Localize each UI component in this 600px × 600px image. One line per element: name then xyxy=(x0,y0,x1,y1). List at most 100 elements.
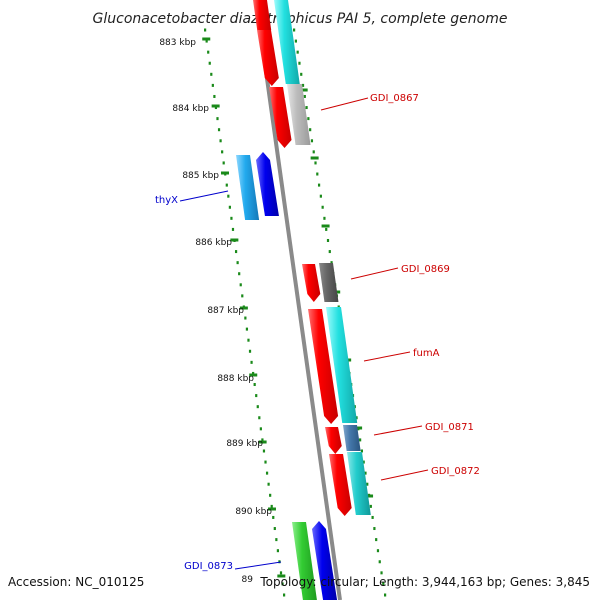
tick-dot xyxy=(222,161,225,165)
tick-dot xyxy=(247,338,250,342)
tick-dot xyxy=(355,416,358,420)
tick-dot xyxy=(230,216,233,220)
tick-dot xyxy=(310,139,314,143)
tick-dot xyxy=(328,250,331,254)
tick-dot xyxy=(330,261,333,265)
tick-dot xyxy=(305,106,308,110)
tick-dot xyxy=(205,39,208,43)
tick-dot xyxy=(256,405,259,409)
tick-dot xyxy=(214,106,218,110)
gene-arrow-gray xyxy=(287,84,311,145)
gene-arrow-red xyxy=(329,454,352,516)
gene-label[interactable]: fumA xyxy=(413,348,440,359)
tick-dot xyxy=(384,593,387,597)
tick-dot xyxy=(219,139,222,143)
tick-dot xyxy=(273,527,276,531)
tick-major xyxy=(354,426,363,430)
tick-dot xyxy=(323,216,326,220)
tick-dot xyxy=(326,238,330,242)
gene-arrow-green xyxy=(292,522,317,600)
tick-dot xyxy=(236,261,239,265)
tick-major xyxy=(258,440,267,444)
gene-label[interactable]: GDI_0873 xyxy=(184,561,233,572)
tick-dot xyxy=(211,83,214,87)
tick-dot xyxy=(301,83,305,87)
gene-label[interactable]: GDI_0871 xyxy=(425,422,474,433)
tick-dot xyxy=(231,227,235,231)
tick-dot xyxy=(375,538,378,542)
tick-dot xyxy=(325,227,328,231)
tick-dot xyxy=(207,50,210,54)
tick-dot xyxy=(279,571,283,575)
scale-labels: 883 kbp 884 kbp 885 kbp 886 kbp 887 kbp 888 k… xyxy=(159,38,272,585)
callout-line xyxy=(350,267,399,280)
tick-dot xyxy=(309,128,312,132)
tick-dot xyxy=(252,371,255,375)
tick-dot xyxy=(264,460,267,464)
tick-dot xyxy=(378,560,381,564)
tick-major xyxy=(299,88,308,92)
tick-dot xyxy=(359,438,362,442)
scale-label: 883 kbp xyxy=(159,38,196,48)
gene-label[interactable]: GDI_0869 xyxy=(401,264,450,275)
gene-label[interactable]: GDI_0872 xyxy=(431,466,480,477)
gene-arrow-red-top xyxy=(253,0,272,30)
tick-dot xyxy=(234,250,238,254)
scale-label: 885 kbp xyxy=(182,171,219,181)
tick-dot xyxy=(259,427,262,431)
tick-dot xyxy=(298,61,301,65)
tick-major xyxy=(267,507,276,511)
tick-dot xyxy=(225,183,228,187)
tick-dot xyxy=(319,194,322,198)
tick-dot xyxy=(380,571,383,575)
tick-dot xyxy=(253,383,256,387)
tick-dot xyxy=(362,460,365,464)
tick-dot xyxy=(261,438,264,442)
tick-dot xyxy=(371,515,374,519)
tick-dot xyxy=(317,183,321,187)
gene-arrow-cyan xyxy=(274,0,300,84)
tick-dot xyxy=(204,28,207,32)
tick-major xyxy=(365,494,374,498)
tick-dot xyxy=(255,394,258,398)
tick-dot xyxy=(250,360,253,364)
tick-major xyxy=(220,171,229,175)
gene-arrow-red xyxy=(325,427,342,454)
tick-dot xyxy=(283,593,286,597)
gene-label[interactable]: GDI_0867 xyxy=(370,93,419,104)
tick-major xyxy=(249,373,258,377)
gene-arrow-teal xyxy=(347,452,371,515)
gene-label[interactable]: thyX xyxy=(155,195,178,206)
gene-arrow-red xyxy=(308,309,339,424)
tick-dot xyxy=(241,294,244,298)
tick-dot xyxy=(296,50,299,54)
tick-major xyxy=(239,306,248,310)
tick-dot xyxy=(316,172,319,176)
gene-arrow-red xyxy=(269,87,292,148)
tick-major xyxy=(277,574,286,578)
tick-dot xyxy=(238,272,241,276)
tick-dot xyxy=(244,316,247,320)
scale-label: 884 kbp xyxy=(172,104,209,114)
topology-text: Topology: circular; Length: 3,944,163 bp… xyxy=(259,575,590,589)
tick-dot xyxy=(337,305,340,309)
gene-arrow-lightblue xyxy=(236,155,260,220)
gene-arrow-blue xyxy=(256,152,279,216)
map-title: Gluconacetobacter diazotrophicus PAI 5, … xyxy=(93,11,508,27)
tick-dot xyxy=(269,493,272,497)
tick-major xyxy=(321,224,330,228)
genome-axis-line xyxy=(254,0,342,600)
tick-dot xyxy=(360,449,364,453)
tick-dot xyxy=(245,327,249,331)
gene-arrow-blue xyxy=(312,521,338,600)
tick-dot xyxy=(248,349,252,353)
callout-line xyxy=(363,351,411,362)
scale-label: 886 kbp xyxy=(195,238,232,248)
tick-dot xyxy=(265,471,269,475)
tick-dot xyxy=(239,283,242,287)
tick-dot xyxy=(272,515,275,519)
tick-dot xyxy=(258,416,261,420)
tick-dot xyxy=(267,482,270,486)
callout-line xyxy=(179,190,229,202)
